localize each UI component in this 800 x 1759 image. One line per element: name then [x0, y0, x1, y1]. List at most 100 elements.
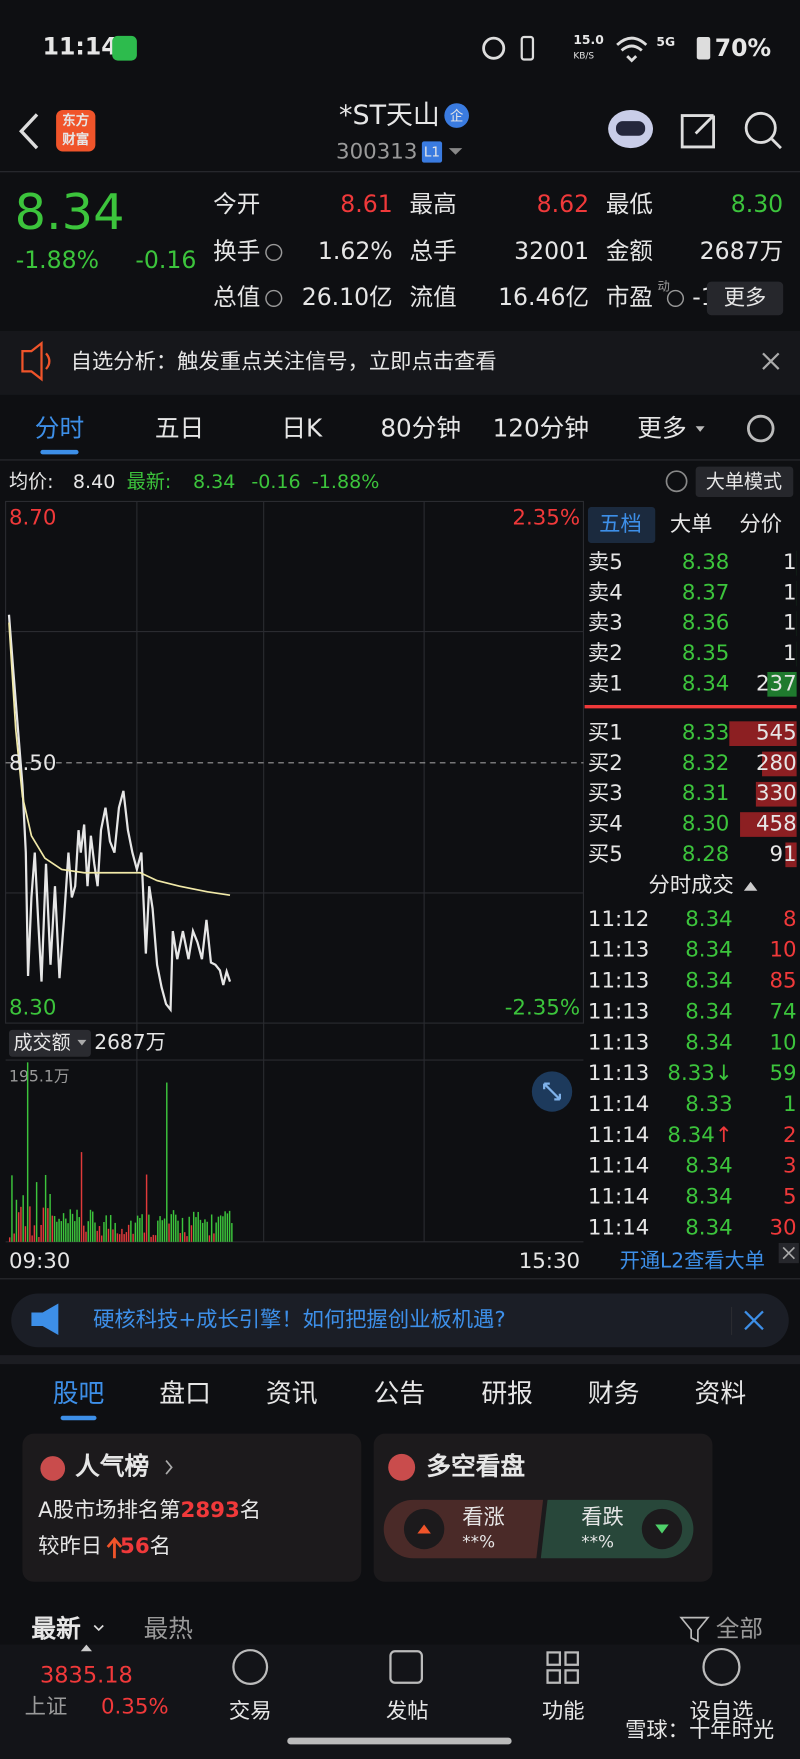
level-volume: 1: [783, 550, 797, 575]
info-icon: [666, 289, 685, 307]
mode-button[interactable]: [695, 466, 794, 497]
close-ad[interactable]: [744, 1310, 764, 1331]
volume-bar: [157, 1220, 159, 1242]
volume-bar: [226, 1213, 229, 1242]
volume-bar: [170, 1214, 173, 1242]
chart-tab[interactable]: 更多: [637, 414, 686, 443]
quote-fields: 今开 8.61 最高 8.62 最低 8.30 换手 1.62% 总手 32001 金额 2687万总…: [213, 190, 783, 311]
nav-label[interactable]: 功能: [542, 1699, 585, 1724]
volume-bar: [123, 1234, 125, 1242]
tab-indicator: [40, 449, 79, 455]
sentiment-icon: [388, 1453, 416, 1481]
axis-label: -2.35%: [505, 996, 580, 1021]
volume-bar: [80, 1152, 83, 1242]
banner[interactable]: [0, 330, 800, 395]
nav-label[interactable]: 设自选: [690, 1699, 754, 1724]
change-pct: -1.88%: [16, 246, 99, 274]
close-icon: [782, 1246, 795, 1260]
section-tab[interactable]: 股吧: [53, 1379, 105, 1409]
trade-price: 8.34: [685, 1030, 732, 1055]
volume-bar: [145, 1174, 148, 1242]
avg: 8.40: [73, 471, 115, 493]
bull-pct: **%: [462, 1531, 495, 1551]
change: -0.16: [135, 246, 196, 274]
ad-bar[interactable]: [11, 1293, 789, 1348]
volume-bar: [58, 1218, 60, 1242]
info-change: -0.16: [251, 471, 300, 493]
volume-bar: [109, 1215, 112, 1242]
field-value: 26.10亿: [302, 283, 393, 311]
volume-bar: [69, 1209, 72, 1242]
volume-selector[interactable]: [8, 1029, 91, 1057]
volume-bar: [11, 1175, 13, 1242]
help-icon[interactable]: [665, 470, 688, 493]
settings-button[interactable]: [746, 414, 775, 443]
volume-max: 195.1万: [9, 1066, 70, 1085]
share-button[interactable]: [680, 114, 716, 149]
dropdown[interactable]: [448, 148, 463, 155]
ob-tab[interactable]: 分价: [739, 512, 782, 537]
close-banner[interactable]: [762, 352, 780, 370]
trade-volume: 2: [783, 1123, 797, 1148]
trade-price-value: 8.34: [685, 938, 732, 963]
volume-bar: [177, 1220, 179, 1242]
back-button[interactable]: [19, 113, 39, 150]
section-tab[interactable]: 资料: [695, 1379, 747, 1409]
volume-bar: [98, 1226, 101, 1242]
volume-bar: [125, 1232, 128, 1242]
volume-bar: [78, 1217, 80, 1242]
level-label: 买4: [588, 812, 623, 837]
trade-price: 8.34: [685, 969, 732, 994]
volume-bar: [24, 1226, 27, 1242]
level-price: 8.37: [682, 580, 729, 605]
collapse-arrow[interactable]: [80, 1644, 93, 1652]
watermark: 雪球：十年时光: [625, 1718, 774, 1743]
more-button[interactable]: [706, 281, 784, 316]
nav-label[interactable]: 发帖: [386, 1699, 429, 1724]
chart-tab[interactable]: 日K: [281, 414, 323, 443]
volume-bar: [159, 1216, 161, 1242]
logo[interactable]: [56, 109, 96, 152]
l2-link[interactable]: 开通L2查看大单: [620, 1249, 765, 1273]
section-tab[interactable]: 财务: [588, 1379, 640, 1409]
section-tabs: 股吧 盘口 资讯 公告 研报 财务 资料: [53, 1379, 746, 1409]
feed-latest[interactable]: 最新: [31, 1614, 81, 1643]
battery-icon: [696, 37, 711, 60]
chart-tab[interactable]: 120分钟: [493, 414, 589, 443]
section-tab[interactable]: 资讯: [266, 1379, 318, 1409]
nav-icon: [702, 1647, 741, 1687]
popularity-card[interactable]: [22, 1433, 362, 1582]
section-tab[interactable]: 公告: [374, 1379, 426, 1409]
feed-hot[interactable]: 最热: [144, 1614, 193, 1643]
chart-tab[interactable]: 分时: [35, 414, 84, 443]
level-volume: 545: [756, 721, 797, 746]
field-label: 金额: [606, 237, 653, 265]
trade-time: 11:14: [588, 1123, 649, 1148]
nav-label[interactable]: 交易: [229, 1699, 272, 1724]
price: 8.34: [15, 183, 125, 241]
volume-bar: [44, 1174, 47, 1242]
trade-price: 8.34: [685, 907, 732, 932]
vibrate-icon: [520, 35, 535, 61]
volume-bar: [42, 1207, 45, 1242]
search-button[interactable]: [744, 111, 777, 144]
ob-tab[interactable]: 大单: [670, 512, 713, 537]
volume-bar: [71, 1213, 74, 1242]
section-tab[interactable]: 研报: [481, 1379, 533, 1409]
trade-time: 11:12: [588, 907, 649, 932]
avg-line: [8, 622, 231, 897]
ob-tab[interactable]: 五档: [599, 512, 642, 537]
info-change-pct: -1.88%: [312, 471, 379, 493]
section-tab[interactable]: 盘口: [159, 1379, 211, 1409]
dropdown: [77, 1039, 87, 1046]
time-end: 15:30: [519, 1249, 580, 1274]
volume-bar: [161, 1220, 164, 1242]
rank-change: 56: [120, 1534, 150, 1559]
chart-tab[interactable]: 80分钟: [380, 414, 461, 443]
trade-price: 8.34↑: [667, 1123, 732, 1148]
assistant-face: [615, 121, 646, 136]
badge: 企: [450, 108, 464, 125]
feed-filter[interactable]: 全部: [716, 1614, 763, 1642]
chart-tab[interactable]: 五日: [155, 414, 204, 443]
volume-bar: [85, 1231, 87, 1242]
